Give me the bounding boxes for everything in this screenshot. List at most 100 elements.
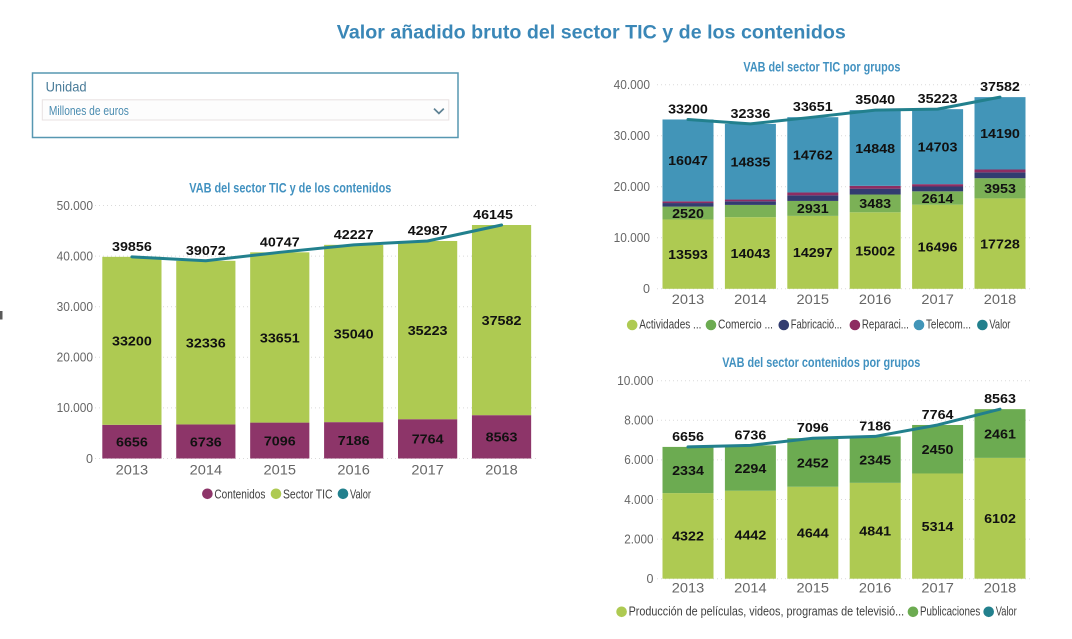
svg-text:7096: 7096 bbox=[797, 420, 829, 435]
svg-text:14297: 14297 bbox=[793, 245, 833, 260]
svg-text:8563: 8563 bbox=[984, 391, 1016, 406]
svg-text:Comercio ...: Comercio ... bbox=[718, 318, 773, 332]
svg-text:Actividades ...: Actividades ... bbox=[639, 318, 701, 332]
svg-text:6.000: 6.000 bbox=[624, 453, 653, 467]
svg-text:30.000: 30.000 bbox=[614, 129, 650, 143]
svg-text:35040: 35040 bbox=[855, 92, 895, 107]
svg-text:2016: 2016 bbox=[859, 579, 892, 595]
svg-text:10.000: 10.000 bbox=[57, 401, 93, 415]
svg-text:2014: 2014 bbox=[734, 291, 767, 307]
svg-text:VAB del sector TIC y de los co: VAB del sector TIC y de los contenidos bbox=[189, 181, 391, 196]
svg-text:3953: 3953 bbox=[984, 181, 1016, 196]
svg-text:Producción de películas, video: Producción de películas, videos, program… bbox=[629, 605, 905, 619]
svg-text:VAB del sector TIC por grupos: VAB del sector TIC por grupos bbox=[743, 60, 900, 75]
svg-text:2013: 2013 bbox=[672, 579, 705, 595]
svg-text:39856: 39856 bbox=[112, 239, 152, 254]
svg-text:4841: 4841 bbox=[859, 524, 891, 539]
svg-text:35223: 35223 bbox=[918, 91, 958, 106]
svg-text:Telecom...: Telecom... bbox=[926, 318, 971, 332]
svg-text:35223: 35223 bbox=[408, 323, 448, 338]
svg-text:2334: 2334 bbox=[672, 463, 705, 478]
svg-text:2016: 2016 bbox=[337, 461, 370, 477]
svg-text:2013: 2013 bbox=[672, 291, 705, 307]
svg-text:2018: 2018 bbox=[984, 291, 1017, 307]
svg-text:2013: 2013 bbox=[116, 461, 149, 477]
svg-text:20.000: 20.000 bbox=[614, 180, 650, 194]
svg-text:Publicaciones: Publicaciones bbox=[920, 605, 980, 619]
svg-text:16496: 16496 bbox=[918, 240, 958, 255]
svg-text:39072: 39072 bbox=[186, 243, 226, 258]
svg-text:2018: 2018 bbox=[984, 579, 1017, 595]
svg-text:40.000: 40.000 bbox=[57, 249, 93, 263]
svg-text:2520: 2520 bbox=[672, 206, 704, 221]
svg-text:2015: 2015 bbox=[264, 461, 297, 477]
svg-text:2294: 2294 bbox=[735, 461, 768, 476]
svg-text:14762: 14762 bbox=[793, 148, 833, 163]
svg-text:3483: 3483 bbox=[859, 196, 891, 211]
svg-text:2014: 2014 bbox=[734, 579, 767, 595]
svg-text:13593: 13593 bbox=[668, 247, 708, 262]
svg-text:2015: 2015 bbox=[797, 291, 830, 307]
svg-text:2450: 2450 bbox=[922, 442, 954, 457]
svg-text:10.000: 10.000 bbox=[617, 374, 653, 388]
svg-text:14190: 14190 bbox=[980, 126, 1020, 141]
svg-text:0: 0 bbox=[643, 282, 650, 296]
svg-text:2345: 2345 bbox=[859, 452, 891, 467]
svg-text:Reparaci...: Reparaci... bbox=[862, 318, 909, 332]
svg-text:42987: 42987 bbox=[408, 223, 448, 238]
svg-text:14043: 14043 bbox=[731, 246, 771, 261]
svg-text:42227: 42227 bbox=[334, 227, 374, 242]
svg-text:7186: 7186 bbox=[338, 433, 370, 448]
svg-text:2452: 2452 bbox=[797, 455, 829, 470]
svg-text:7764: 7764 bbox=[922, 407, 955, 422]
svg-text:8563: 8563 bbox=[486, 430, 518, 445]
svg-text:32336: 32336 bbox=[731, 106, 771, 121]
svg-text:20.000: 20.000 bbox=[57, 351, 93, 365]
svg-text:46145: 46145 bbox=[473, 207, 513, 222]
svg-text:33651: 33651 bbox=[793, 99, 833, 114]
svg-text:2.000: 2.000 bbox=[624, 532, 653, 546]
svg-text:Valor: Valor bbox=[989, 318, 1010, 332]
svg-text:0: 0 bbox=[647, 572, 654, 586]
svg-text:2016: 2016 bbox=[859, 291, 892, 307]
svg-text:4322: 4322 bbox=[672, 529, 704, 544]
svg-text:6736: 6736 bbox=[190, 434, 222, 449]
svg-text:17728: 17728 bbox=[980, 236, 1020, 251]
svg-text:14835: 14835 bbox=[731, 155, 771, 170]
svg-text:4442: 4442 bbox=[735, 528, 767, 543]
svg-text:30.000: 30.000 bbox=[57, 300, 93, 314]
svg-text:37582: 37582 bbox=[482, 313, 522, 328]
svg-text:2017: 2017 bbox=[921, 579, 954, 595]
svg-text:Valor: Valor bbox=[350, 487, 371, 501]
svg-text:40747: 40747 bbox=[260, 234, 300, 249]
svg-text:Fabricació...: Fabricació... bbox=[791, 318, 842, 332]
svg-text:32336: 32336 bbox=[186, 335, 226, 350]
svg-text:50.000: 50.000 bbox=[57, 199, 93, 213]
svg-text:VAB del sector contenidos por: VAB del sector contenidos por grupos bbox=[722, 355, 920, 370]
svg-text:4.000: 4.000 bbox=[624, 493, 653, 507]
svg-text:0: 0 bbox=[86, 452, 93, 466]
svg-text:6736: 6736 bbox=[735, 427, 767, 442]
svg-text:14703: 14703 bbox=[918, 139, 958, 154]
svg-text:37582: 37582 bbox=[980, 79, 1020, 94]
svg-text:Sector TIC: Sector TIC bbox=[283, 487, 333, 501]
svg-text:7764: 7764 bbox=[412, 432, 445, 447]
svg-text:2015: 2015 bbox=[797, 579, 830, 595]
svg-text:35040: 35040 bbox=[334, 326, 374, 341]
svg-text:Unidad: Unidad bbox=[46, 79, 87, 95]
svg-text:2614: 2614 bbox=[922, 191, 955, 206]
svg-text:2018: 2018 bbox=[485, 461, 518, 477]
svg-text:6656: 6656 bbox=[116, 434, 148, 449]
svg-text:2017: 2017 bbox=[921, 291, 954, 307]
svg-text:8.000: 8.000 bbox=[624, 414, 653, 428]
svg-text:2017: 2017 bbox=[411, 461, 444, 477]
svg-text:7186: 7186 bbox=[859, 418, 891, 433]
svg-text:5314: 5314 bbox=[922, 519, 955, 534]
svg-text:33200: 33200 bbox=[668, 101, 708, 116]
svg-text:10.000: 10.000 bbox=[614, 231, 650, 245]
svg-text:7096: 7096 bbox=[264, 433, 296, 448]
svg-text:33651: 33651 bbox=[260, 330, 300, 345]
svg-text:2461: 2461 bbox=[984, 426, 1016, 441]
svg-text:33200: 33200 bbox=[112, 334, 152, 349]
svg-text:15002: 15002 bbox=[855, 243, 895, 258]
